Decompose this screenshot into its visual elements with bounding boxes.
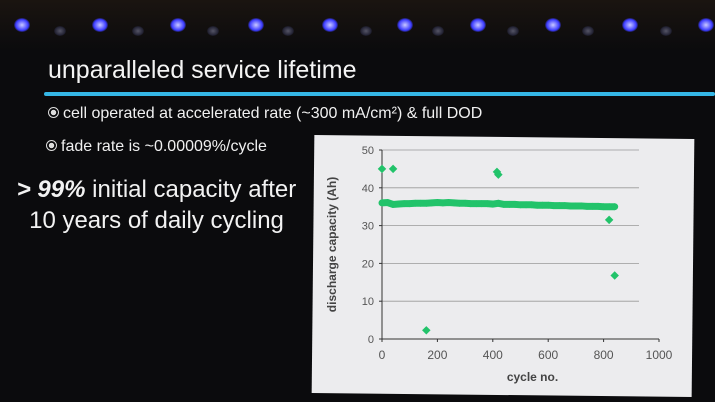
y-tick-label: 10	[362, 296, 374, 308]
outlier-point	[610, 271, 619, 280]
outlier-point	[388, 164, 398, 174]
stage-light	[132, 26, 144, 36]
bullet-item: fade rate is ~0.00009%/cycle	[46, 138, 267, 156]
data-point	[533, 201, 541, 209]
data-point	[456, 199, 464, 207]
data-point	[577, 202, 585, 210]
data-point	[422, 199, 430, 207]
x-tick-label: 0	[379, 348, 386, 362]
data-point	[389, 200, 397, 208]
x-tick-label: 400	[483, 348, 503, 362]
stage-light	[582, 26, 594, 36]
stage-light	[698, 18, 714, 32]
data-point	[406, 200, 414, 208]
data-point	[433, 199, 441, 207]
bullet-icon	[48, 107, 59, 118]
data-point	[428, 199, 436, 207]
data-point	[395, 200, 403, 208]
data-point	[400, 200, 408, 208]
stage-light	[170, 18, 186, 32]
bullet-icon	[46, 140, 57, 151]
data-point	[588, 202, 597, 210]
stage-light	[54, 26, 66, 36]
stage-light	[92, 18, 108, 32]
data-point	[444, 199, 453, 207]
stage-light	[14, 18, 30, 32]
bullet-item: cell operated at accelerated rate (~300 …	[48, 105, 482, 123]
highlight-statement: > 99% initial capacity after 10 years of…	[16, 176, 297, 234]
data-point	[611, 203, 619, 211]
stage-light	[207, 26, 219, 36]
data-point	[605, 203, 613, 211]
x-tick-label: 600	[538, 348, 558, 362]
data-point	[561, 202, 569, 210]
data-point	[528, 201, 536, 209]
data-point	[583, 202, 591, 210]
outlier-point	[377, 164, 387, 174]
x-tick-label: 1000	[646, 348, 673, 362]
stage-light	[432, 26, 444, 36]
stage-light	[282, 26, 294, 36]
data-point	[572, 202, 580, 210]
data-point	[439, 199, 447, 207]
stage-light	[660, 26, 672, 36]
x-axis-label: cycle no.	[507, 370, 558, 384]
x-tick-label: 800	[594, 348, 614, 362]
y-tick-label: 50	[362, 145, 374, 157]
outlier-point	[604, 215, 614, 225]
data-point	[522, 201, 530, 209]
data-point	[544, 201, 552, 209]
data-point	[511, 200, 519, 208]
data-point	[505, 200, 513, 208]
data-point	[594, 202, 602, 210]
y-tick-label: 30	[362, 221, 374, 233]
data-point	[411, 199, 419, 207]
stage-lights	[0, 0, 715, 50]
outlier-point	[494, 170, 503, 179]
data-point	[566, 202, 574, 210]
stage-light	[507, 26, 519, 36]
stage-light	[360, 26, 372, 36]
data-point	[539, 201, 547, 209]
y-tick-label: 0	[368, 334, 374, 346]
stage-light	[248, 18, 264, 32]
stage-light	[397, 18, 413, 32]
stage-light	[545, 18, 561, 32]
stage-light	[470, 18, 486, 32]
data-point	[494, 199, 502, 207]
data-point	[516, 201, 525, 209]
data-point	[417, 199, 425, 207]
data-point	[450, 199, 458, 207]
data-point	[489, 200, 497, 208]
stage-light	[322, 18, 338, 32]
y-tick-label: 20	[362, 258, 374, 270]
y-tick-label: 40	[362, 183, 374, 195]
data-point	[472, 200, 480, 208]
data-point	[600, 203, 608, 211]
data-point	[500, 200, 508, 208]
outlier-point	[422, 326, 431, 335]
data-point	[550, 202, 558, 210]
stage-light	[622, 18, 638, 32]
data-point	[461, 199, 469, 207]
data-point	[384, 199, 392, 207]
data-point	[378, 199, 386, 207]
data-point	[478, 200, 486, 208]
data-point	[483, 200, 491, 208]
data-point	[555, 202, 563, 210]
data-point	[467, 200, 475, 208]
title-underline	[44, 92, 715, 96]
y-axis-label: discharge capacity (Ah)	[325, 177, 339, 312]
x-tick-label: 200	[427, 348, 447, 362]
slide-title: unparalleled service lifetime	[48, 56, 357, 84]
